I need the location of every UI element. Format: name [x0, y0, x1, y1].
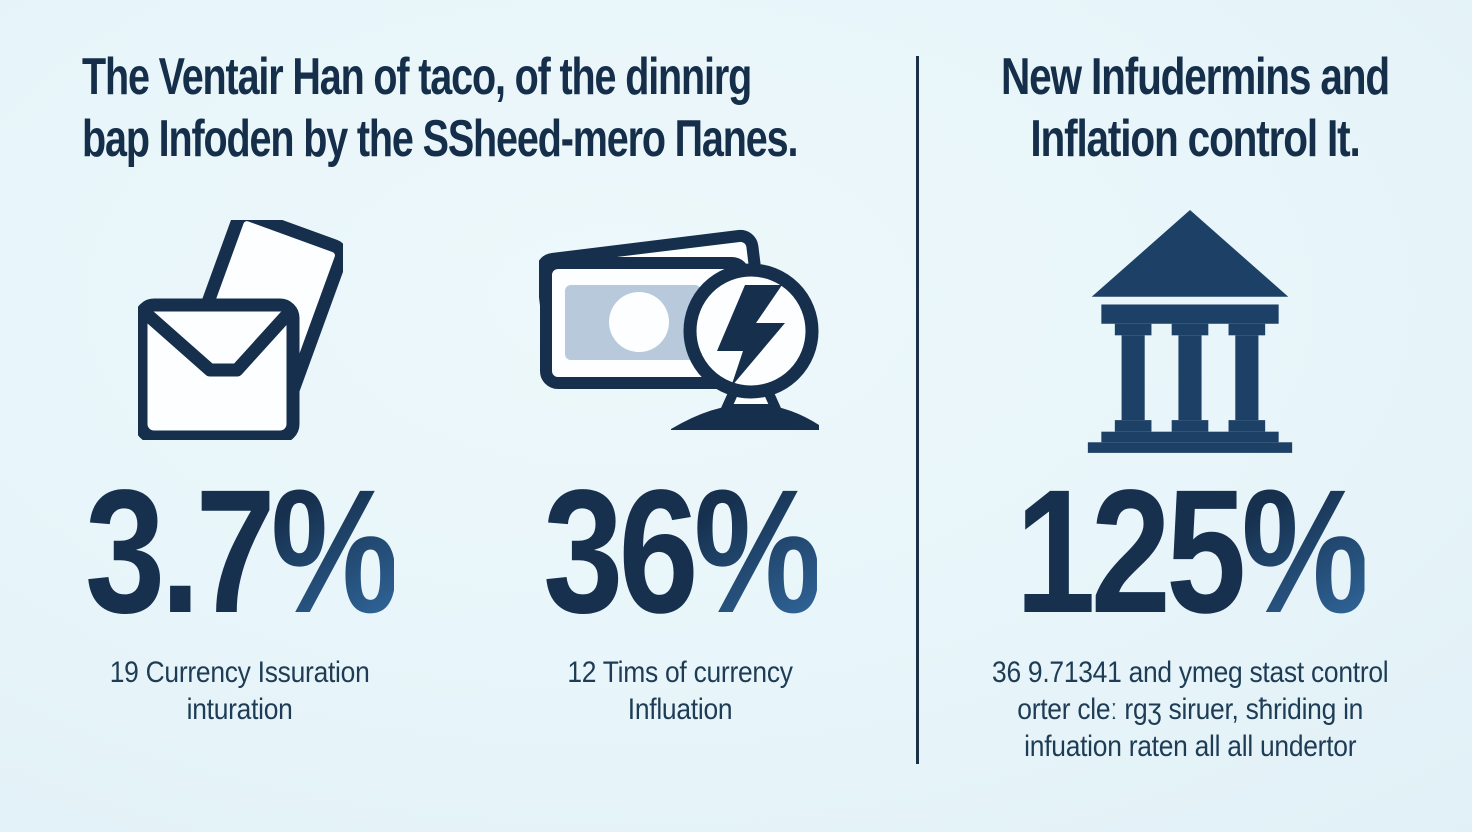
panel-divider [916, 56, 919, 764]
percent-sign: % [1241, 454, 1369, 650]
stat-currency-issuration: 3.7% 19 Currency Issuration inturation [58, 206, 422, 728]
left-title-line-1: The Ventair Han of taco, of the dinnirg [82, 48, 752, 106]
right-title: New Infudermins and Inflation control It… [979, 46, 1411, 170]
stat-number: 36 [542, 454, 699, 650]
stat-currency-influation: 36% 12 Tims of currency Influation [498, 206, 862, 728]
stat-inflation-control: 125% 36 9.71341 and ymeg stast control o… [928, 206, 1452, 765]
stat-value-issuration: 3.7% [85, 464, 399, 640]
bank-building-icon [1084, 206, 1296, 454]
percent-sign: % [271, 454, 399, 650]
right-title-line-2: Inflation control It. [1030, 110, 1360, 168]
envelope-paper-icon [137, 206, 343, 454]
stat-label-line: 19 Currency Issuration [110, 656, 370, 689]
stat-value-control: 125% [1015, 464, 1369, 640]
stat-number: 125 [1015, 454, 1246, 650]
stat-label-line: 12 Tims of currency [567, 656, 793, 689]
stat-label-line: Influation [627, 693, 733, 726]
stat-label-line: 36 9.71341 and ymeg stast control [991, 656, 1389, 689]
stat-number: 3.7 [85, 454, 276, 650]
stat-label-line: infuation raten all all undertor [1023, 730, 1357, 763]
percent-sign: % [693, 454, 822, 650]
left-title-line-2: bap Infoden by the SSheed-mero Пanes. [82, 110, 798, 168]
stat-label-issuration: 19 Currency Issuration inturation [110, 654, 370, 728]
left-title: The Ventair Han of taco, of the dinnirg … [82, 46, 798, 170]
stat-label-line: inturation [187, 693, 293, 726]
banknote-lightning-icon [539, 206, 821, 454]
stat-value-influation: 36% [543, 464, 822, 640]
stat-label-influation: 12 Tims of currency Influation [567, 654, 793, 728]
stat-label-line: orter cleː rgʒ siruer, sħriding in [1017, 693, 1363, 726]
right-title-line-1: New Infudermins and [1001, 48, 1390, 106]
stat-label-control: 36 9.71341 and ymeg stast control orter … [991, 654, 1389, 765]
